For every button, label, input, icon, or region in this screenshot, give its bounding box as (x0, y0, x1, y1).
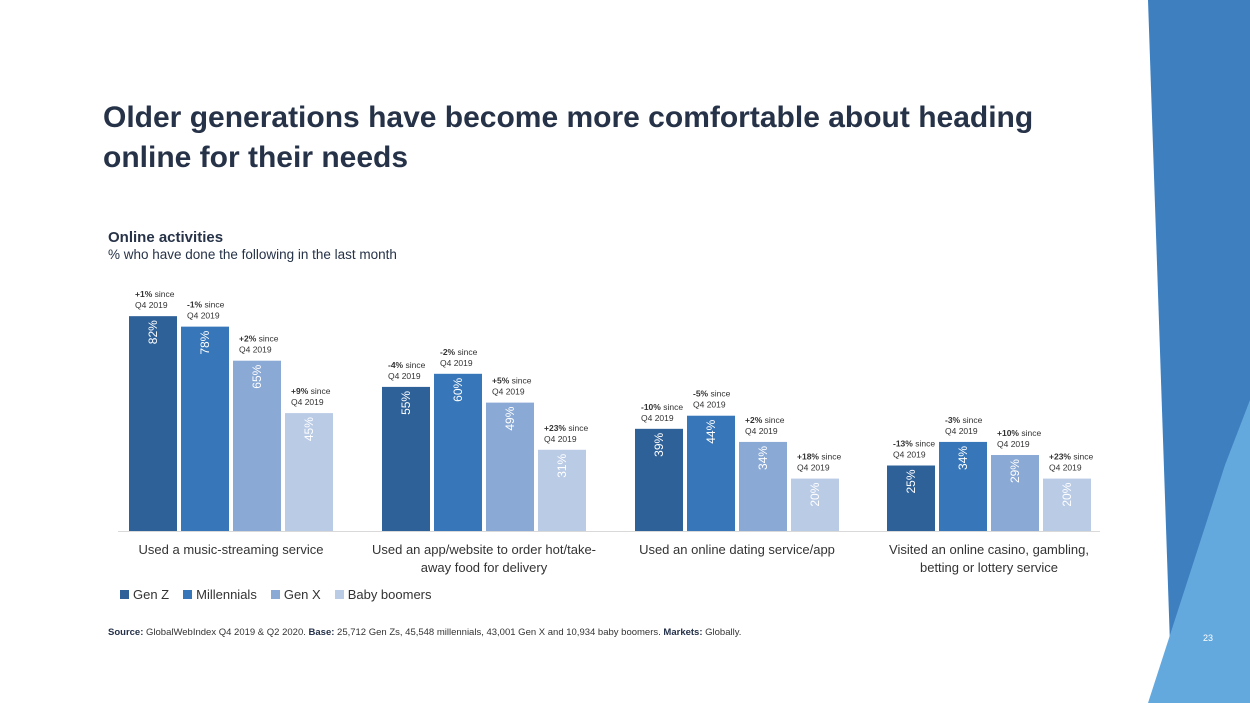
category-label: Used a music-streaming service (139, 542, 324, 557)
change-annotation: -10% since (641, 402, 683, 412)
bar (791, 478, 839, 531)
chart-legend: Gen Z Millennials Gen X Baby boomers (120, 587, 432, 602)
legend-swatch (183, 590, 193, 599)
legend-label: Gen Z (133, 587, 170, 602)
change-annotation: -5% since (693, 389, 731, 399)
bar-value-label: 65% (250, 364, 264, 388)
bar-value-label: 20% (808, 482, 822, 506)
change-annotation: +2% since (239, 334, 279, 344)
change-annotation: +5% since (492, 376, 532, 386)
change-annotation-period: Q4 2019 (893, 450, 926, 460)
change-annotation-period: Q4 2019 (997, 439, 1030, 449)
change-annotation-period: Q4 2019 (388, 371, 421, 381)
bar-value-label: 49% (503, 406, 517, 430)
source-note: Source: GlobalWebIndex Q4 2019 & Q2 2020… (108, 627, 741, 638)
bar-value-label: 82% (146, 320, 160, 344)
legend-swatch (334, 590, 344, 599)
change-annotation: -13% since (893, 439, 935, 449)
change-annotation: -3% since (945, 415, 983, 425)
bar (181, 326, 229, 531)
source-label: Source: (108, 627, 144, 638)
bar (233, 360, 281, 531)
change-annotation-period: Q4 2019 (492, 387, 525, 397)
bar-value-label: 44% (704, 419, 718, 443)
bar-value-label: 34% (956, 446, 970, 470)
change-annotation: +23% since (544, 423, 588, 433)
category-label: away food for delivery (421, 560, 548, 575)
change-annotation: -2% since (440, 347, 478, 357)
change-annotation-period: Q4 2019 (135, 300, 168, 310)
page-number: 23 (1203, 633, 1214, 643)
bar (635, 428, 683, 531)
legend-label: Millennials (196, 587, 257, 602)
change-annotation: -1% since (187, 300, 225, 310)
bar (538, 449, 586, 531)
bar (887, 465, 935, 531)
change-annotation-period: Q4 2019 (693, 400, 726, 410)
bar-value-label: 45% (302, 417, 316, 441)
change-annotation: +2% since (745, 415, 785, 425)
source-text: GlobalWebIndex Q4 2019 & Q2 2020. (146, 627, 306, 638)
change-annotation-period: Q4 2019 (291, 397, 324, 407)
bar (939, 441, 987, 531)
legend-item-gen-z: Gen Z (120, 587, 169, 602)
change-annotation: +9% since (291, 386, 331, 396)
slide-title: Older generations have become more comfo… (103, 101, 1034, 174)
change-annotation-period: Q4 2019 (187, 311, 220, 321)
bar (129, 316, 177, 531)
legend-item-gen-x: Gen X (270, 587, 321, 602)
category-label: betting or lottery service (920, 560, 1058, 575)
bar (434, 373, 482, 531)
bar (1043, 478, 1091, 531)
bar (285, 413, 333, 531)
bar (382, 386, 430, 531)
change-annotation-period: Q4 2019 (945, 426, 978, 436)
bar-value-label: 25% (904, 469, 918, 493)
bar-value-label: 60% (451, 377, 465, 401)
bar-value-label: 20% (1060, 482, 1074, 506)
legend-swatch (120, 590, 129, 599)
chart-title: Online activities (108, 229, 224, 246)
change-annotation: +18% since (797, 452, 841, 462)
bar (687, 415, 735, 531)
legend-label: Baby boomers (347, 587, 432, 602)
bar (739, 441, 787, 531)
markets-label: Markets: (663, 627, 703, 638)
markets-text: Globally. (705, 627, 742, 638)
change-annotation: +10% since (997, 428, 1041, 438)
category-label: Used an online dating service/app (639, 542, 835, 557)
bar (486, 402, 534, 531)
base-text: 25,712 Gen Zs, 45,548 millennials, 43,00… (337, 627, 661, 638)
legend-item-millennials: Millennials (183, 587, 257, 602)
change-annotation: +23% since (1049, 452, 1093, 462)
bar-value-label: 29% (1008, 459, 1022, 483)
change-annotation-period: Q4 2019 (239, 345, 272, 355)
bar-value-label: 31% (555, 453, 569, 477)
change-annotation-period: Q4 2019 (641, 413, 674, 423)
change-annotation-period: Q4 2019 (1049, 463, 1082, 473)
right-band-light (1148, 400, 1250, 703)
change-annotation-period: Q4 2019 (440, 358, 473, 368)
legend-label: Gen X (283, 587, 321, 602)
bar-value-label: 55% (399, 391, 413, 415)
bar-value-label: 78% (198, 330, 212, 354)
base-label: Base: (308, 627, 335, 638)
legend-swatch (270, 590, 280, 599)
bar-value-label: 34% (756, 446, 770, 470)
category-label: Used an app/website to order hot/take- (372, 542, 596, 557)
change-annotation: -4% since (388, 360, 426, 370)
category-label: Visited an online casino, gambling, (889, 542, 1089, 557)
bar (991, 455, 1039, 531)
legend-item-baby-boomers: Baby boomers (334, 587, 432, 602)
change-annotation: +1% since (135, 289, 175, 299)
bar-value-label: 39% (652, 433, 666, 457)
change-annotation-period: Q4 2019 (544, 434, 577, 444)
chart-subtitle: % who have done the following in the las… (108, 247, 397, 262)
change-annotation-period: Q4 2019 (745, 426, 778, 436)
change-annotation-period: Q4 2019 (797, 463, 830, 473)
